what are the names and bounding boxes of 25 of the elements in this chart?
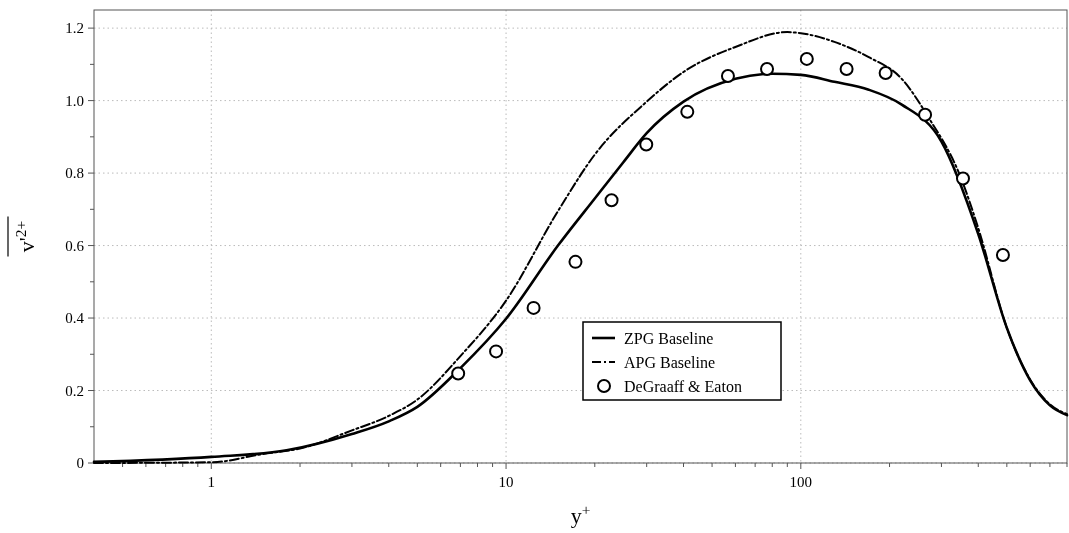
point (955, 171, 970, 186)
x-tick-label: 1 (207, 474, 216, 490)
point (489, 344, 504, 359)
point (918, 107, 933, 122)
y-tick-label: 1.2 (65, 20, 84, 37)
point (839, 62, 854, 77)
legend-label: APG Baseline (624, 353, 716, 371)
y-tick-label: 1.0 (65, 92, 84, 109)
y-tick-label: 0.2 (65, 382, 84, 399)
x-axis-title: y$^{+}$ (570, 500, 591, 528)
point (878, 66, 893, 81)
y-tick-label: 0 (76, 455, 84, 472)
y-tick-label: 0.4 (65, 310, 85, 327)
point (526, 300, 541, 315)
point (604, 193, 619, 208)
point (720, 68, 735, 83)
x-tick-label: 100 (789, 474, 813, 490)
y-tick-label: 0.6 (65, 237, 85, 254)
y-tick-label: 0.8 (65, 165, 84, 182)
legend-label: ZPG Baseline (624, 329, 714, 347)
point (799, 51, 814, 66)
legend-label: DeGraaff & Eaton (624, 377, 742, 395)
point (760, 62, 775, 77)
x-tick-label: 10 (498, 474, 514, 490)
point (995, 247, 1010, 262)
